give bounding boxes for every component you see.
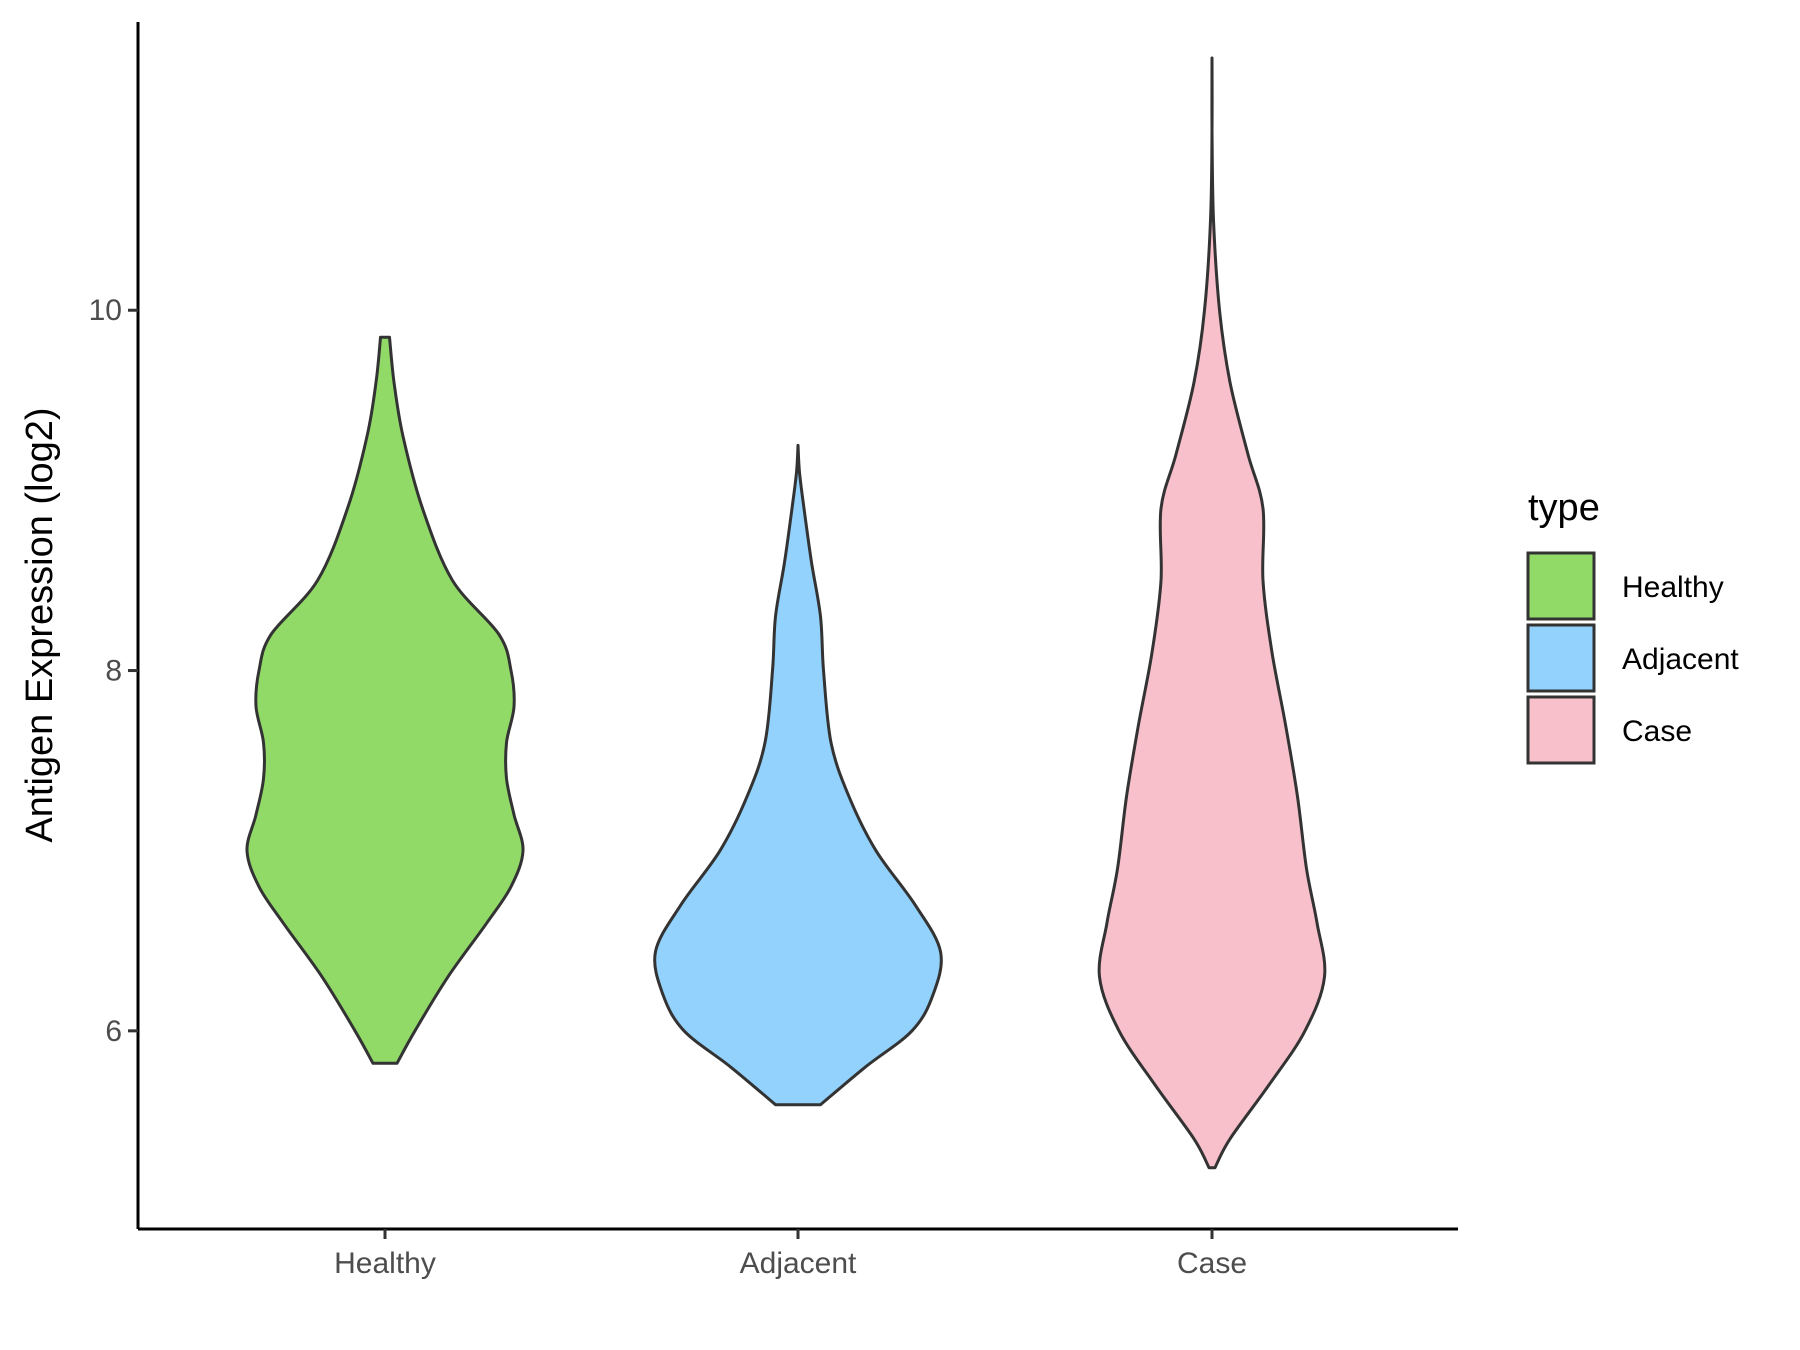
legend-swatch-adjacent — [1526, 623, 1596, 693]
violin-case — [1097, 56, 1327, 1170]
y-axis-title: Antigen Expression (log2) — [19, 407, 61, 842]
y-tick-label: 6 — [105, 1015, 122, 1048]
x-tick-label: Adjacent — [740, 1247, 857, 1280]
legend-title: type — [1528, 487, 1600, 529]
x-tick-label: Healthy — [334, 1247, 436, 1280]
y-tick-label: 8 — [105, 655, 122, 688]
legend-label-healthy: Healthy — [1622, 571, 1724, 604]
legend-label-adjacent: Adjacent — [1622, 643, 1739, 676]
legend-swatch-healthy — [1526, 551, 1596, 621]
y-tick-label: 10 — [89, 294, 122, 327]
legend: type Healthy Adjacent Case — [1526, 487, 1739, 765]
legend-swatch-case — [1526, 695, 1596, 765]
legend-label-case: Case — [1622, 715, 1692, 748]
x-tick-label: Case — [1177, 1247, 1247, 1280]
violin-healthy — [245, 335, 525, 1065]
x-ticks: Healthy Adjacent Case — [334, 1229, 1247, 1280]
legend-items: Healthy Adjacent Case — [1526, 551, 1739, 765]
violins-layer — [245, 56, 1327, 1170]
y-ticks: 6 8 10 — [89, 294, 138, 1048]
violin-adjacent — [653, 443, 943, 1107]
